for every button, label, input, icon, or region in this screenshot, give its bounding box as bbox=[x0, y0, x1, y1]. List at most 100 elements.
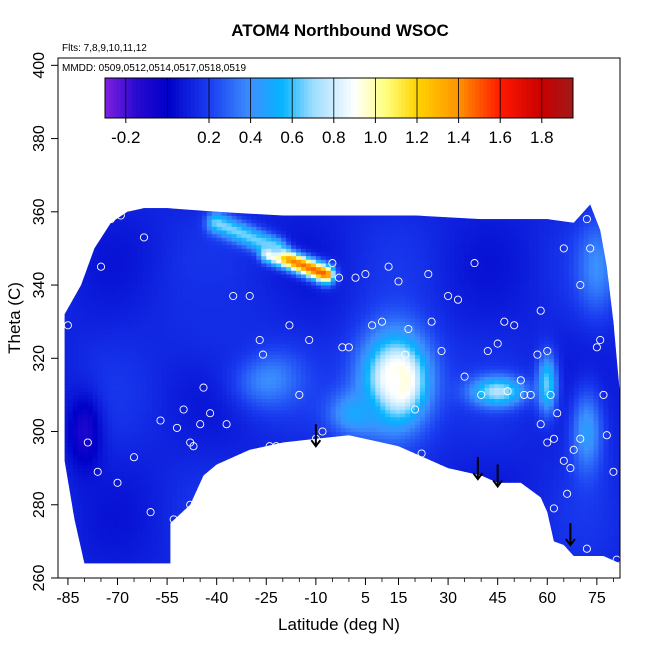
field-cell bbox=[172, 296, 178, 301]
field-cell bbox=[177, 336, 183, 341]
field-cell bbox=[68, 157, 73, 161]
field-cell bbox=[142, 146, 147, 150]
field-cell bbox=[206, 343, 213, 348]
field-cell bbox=[127, 354, 133, 359]
field-cell bbox=[147, 493, 153, 498]
field-cell bbox=[67, 204, 74, 209]
field-cell bbox=[227, 58, 232, 62]
field-cell bbox=[137, 259, 143, 264]
field-cell bbox=[87, 405, 94, 410]
field-cell bbox=[117, 438, 123, 443]
field-cell bbox=[226, 314, 232, 319]
field-cell bbox=[226, 369, 232, 374]
field-cell bbox=[87, 471, 94, 476]
field-cell bbox=[127, 255, 133, 260]
field-cell bbox=[206, 252, 213, 257]
field-cell bbox=[118, 175, 123, 179]
field-cell bbox=[177, 179, 182, 183]
field-cell bbox=[82, 545, 89, 550]
field-cell bbox=[157, 413, 163, 418]
field-cell bbox=[172, 530, 178, 535]
field-cell bbox=[147, 420, 153, 425]
field-cell bbox=[167, 233, 173, 238]
field-cell bbox=[67, 435, 74, 440]
field-cell bbox=[142, 541, 148, 546]
field-cell bbox=[191, 248, 198, 253]
field-cell bbox=[172, 347, 178, 352]
field-cell bbox=[206, 552, 213, 557]
field-cell bbox=[147, 219, 153, 224]
field-cell bbox=[212, 120, 217, 124]
field-cell bbox=[77, 347, 84, 352]
field-cell bbox=[181, 424, 188, 429]
field-cell bbox=[162, 175, 167, 179]
field-cell bbox=[117, 431, 123, 436]
field-cell bbox=[211, 270, 218, 275]
field-cell bbox=[191, 383, 198, 388]
field-cell bbox=[142, 567, 147, 571]
field-cell bbox=[191, 431, 198, 436]
field-cell bbox=[64, 446, 69, 451]
field-cell bbox=[177, 248, 183, 253]
field-cell bbox=[58, 274, 63, 278]
field-cell bbox=[152, 277, 158, 282]
field-cell bbox=[107, 497, 113, 502]
field-cell bbox=[216, 222, 223, 227]
field-cell bbox=[127, 153, 132, 157]
field-cell bbox=[107, 479, 113, 484]
field-cell bbox=[58, 464, 63, 468]
field-cell bbox=[147, 299, 153, 304]
field-cell bbox=[82, 296, 89, 301]
field-cell bbox=[211, 288, 218, 293]
field-cell bbox=[152, 409, 158, 414]
field-cell bbox=[181, 244, 188, 249]
field-cell bbox=[102, 471, 108, 476]
field-cell bbox=[142, 219, 148, 224]
field-cell bbox=[167, 435, 173, 440]
field-cell bbox=[147, 475, 153, 480]
field-cell bbox=[113, 150, 118, 154]
field-cell bbox=[226, 545, 232, 550]
field-cell bbox=[226, 350, 232, 356]
field-cell bbox=[226, 457, 232, 462]
field-cell bbox=[92, 204, 99, 209]
field-cell bbox=[191, 548, 198, 553]
field-cell bbox=[102, 482, 108, 487]
field-cell bbox=[72, 303, 79, 308]
field-cell bbox=[162, 526, 168, 531]
field-cell bbox=[172, 248, 178, 253]
field-cell bbox=[58, 113, 63, 117]
field-cell bbox=[73, 98, 78, 102]
field-cell bbox=[127, 150, 132, 154]
field-cell bbox=[58, 406, 63, 410]
field-cell bbox=[108, 567, 113, 571]
field-cell bbox=[167, 431, 173, 436]
field-cell bbox=[147, 153, 152, 157]
field-cell bbox=[162, 277, 168, 282]
field-cell bbox=[127, 361, 133, 366]
field-cell bbox=[142, 534, 148, 539]
field-cell bbox=[137, 303, 143, 308]
field-cell bbox=[147, 241, 153, 246]
field-cell bbox=[92, 321, 99, 326]
field-cell bbox=[152, 537, 158, 542]
field-cell bbox=[212, 190, 217, 194]
field-cell bbox=[87, 559, 94, 564]
field-cell bbox=[232, 567, 237, 571]
field-cell bbox=[107, 285, 113, 290]
field-cell bbox=[67, 233, 74, 238]
field-cell bbox=[117, 413, 123, 418]
field-cell bbox=[102, 274, 108, 279]
field-cell bbox=[196, 255, 203, 260]
field-cell bbox=[137, 190, 142, 194]
field-cell bbox=[78, 153, 83, 157]
field-cell bbox=[152, 318, 158, 323]
field-cell bbox=[103, 150, 108, 154]
field-cell bbox=[67, 497, 74, 502]
field-cell bbox=[107, 314, 113, 319]
field-cell bbox=[58, 450, 63, 454]
field-cell bbox=[64, 493, 69, 498]
field-cell bbox=[196, 325, 203, 330]
field-cell bbox=[216, 416, 223, 421]
field-cell bbox=[77, 328, 84, 334]
